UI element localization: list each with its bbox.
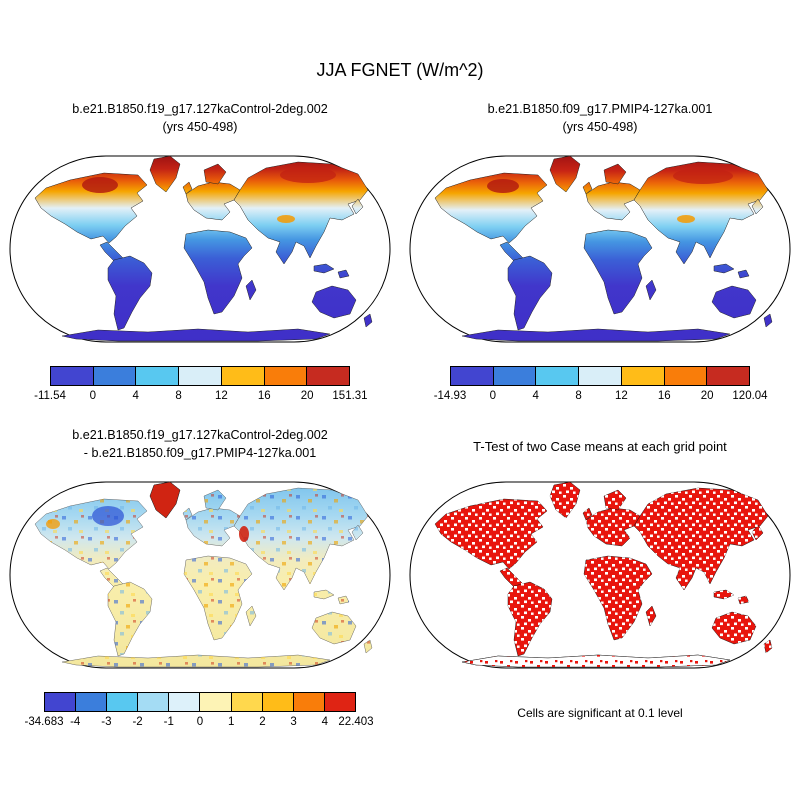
colorbar-tick-label: 16 [657,390,671,402]
colorbar-segment [51,367,93,385]
panel-title-line2: (yrs 450-498) [162,120,238,134]
panel-title-line1: b.e21.B1850.f19_g17.127kaControl-2deg.00… [72,102,328,116]
hotspot-canada [487,179,519,193]
colorbar-tick-label: 0 [196,716,204,728]
colorbar-segment [451,367,493,385]
panel-bottom-left: b.e21.B1850.f19_g17.127kaControl-2deg.00… [0,424,400,731]
panel-bottom-left-title: b.e21.B1850.f19_g17.127kaControl-2deg.00… [0,424,400,468]
colorbar-tick-label: 4 [132,390,139,402]
hotspot-tibet [277,215,295,223]
colorbar-segment [706,367,750,385]
colorbar-segment [168,693,200,711]
colorbar-tick-label: -14.93 [433,390,467,402]
panel-title-line2: (yrs 450-498) [562,120,638,134]
panel-title-line2: - b.e21.B1850.f09_g17.PMIP4-127ka.001 [83,446,317,460]
hotspot-siberia [280,167,336,183]
colorbar-segment [663,367,707,385]
colorbar-tick-label: 0 [89,390,97,402]
colorbar-tick-label: 16 [257,390,271,402]
map-difference [9,481,391,669]
colorbar-segment [261,693,293,711]
colorbar-segment [323,693,355,711]
panel-bottom-right-title: T-Test of two Case means at each grid po… [473,439,727,454]
colorbar-tick-label: 4 [321,716,328,728]
colorbar-tick-label: 20 [700,390,714,402]
panel-top-left: b.e21.B1850.f19_g17.127kaControl-2deg.00… [0,98,400,405]
colorbar-bottom-left: -34.683 -4 -3 -2 -1 0 1 2 3 4 22.403 [24,692,374,731]
colorbar-segment [535,367,579,385]
anomaly-canada-blue [92,506,124,526]
colorbar-segment [92,367,136,385]
colorbar-tick-label: 8 [575,390,582,402]
hotspot-siberia [673,168,733,184]
colorbar-segment [578,367,621,385]
figure-title: JJA FGNET (W/m^2) [316,60,484,80]
anomaly-caspian-red [239,526,249,542]
colorbar-top-left: -11.54 0 4 8 12 16 20 151.31 [34,366,368,405]
colorbar-segment [137,693,169,711]
anomaly-alaska-orange [46,519,60,529]
colorbar-tick-label: 8 [175,390,182,402]
panel-top-right-title: b.e21.B1850.f09_g17.PMIP4-127ka.001 (yrs… [400,98,800,142]
panel-bottom-right: T-Test of two Case means at each grid po… [400,424,800,720]
colorbar-segment [178,367,221,385]
colorbar-tick-label: 12 [615,390,628,402]
colorbar-segment [620,367,664,385]
colorbar-tick-label: 4 [532,390,539,402]
colorbar-tick-label: 22.403 [338,716,374,728]
colorbar-segment [306,367,350,385]
colorbar-tick-label: -2 [132,716,143,728]
colorbar-tick-label: 12 [215,390,228,402]
colorbar-tick-label: -3 [101,716,112,728]
antarctica-speckle [462,655,730,667]
colorbar-segment [45,693,76,711]
colorbar-segment [199,693,231,711]
hotspot-canada [82,177,118,193]
colorbar-tick-label: 3 [290,716,297,728]
colorbar-segment [135,367,179,385]
colorbar-tick-label: 151.31 [332,390,368,402]
colorbar-tick-label: 20 [300,390,314,402]
map-ttest [409,481,791,669]
colorbar-segment [220,367,264,385]
colorbar-segment [263,367,307,385]
map-top-right [409,155,791,343]
colorbar-tick-label: -34.683 [24,716,64,728]
colorbar-tick-label: 120.04 [732,390,768,402]
colorbar-segment [492,367,536,385]
panel-top-right: b.e21.B1850.f09_g17.PMIP4-127ka.001 (yrs… [400,98,800,405]
panel-title-line1: b.e21.B1850.f09_g17.PMIP4-127ka.001 [487,102,713,116]
colorbar-tick-label: -4 [70,716,81,728]
colorbar-tick-label: 1 [227,716,235,728]
colorbar-segment [106,693,138,711]
panel-top-left-title: b.e21.B1850.f19_g17.127kaControl-2deg.00… [0,98,400,142]
colorbar-tick-label: 2 [259,716,266,728]
hotspot-tibet [677,215,695,223]
colorbar-tick-label: -11.54 [34,390,66,402]
colorbar-segment [75,693,107,711]
map-top-left [9,155,391,343]
colorbar-top-right: -14.93 0 4 8 12 16 20 120.04 [434,366,768,405]
colorbar-segment [230,693,262,711]
colorbar-segment [292,693,324,711]
colorbar-tick-label: 0 [489,390,497,402]
colorbar-tick-label: -1 [163,716,174,728]
panel-title-line1: b.e21.B1850.f19_g17.127kaControl-2deg.00… [72,428,328,442]
significance-caption: Cells are significant at 0.1 level [517,706,683,720]
